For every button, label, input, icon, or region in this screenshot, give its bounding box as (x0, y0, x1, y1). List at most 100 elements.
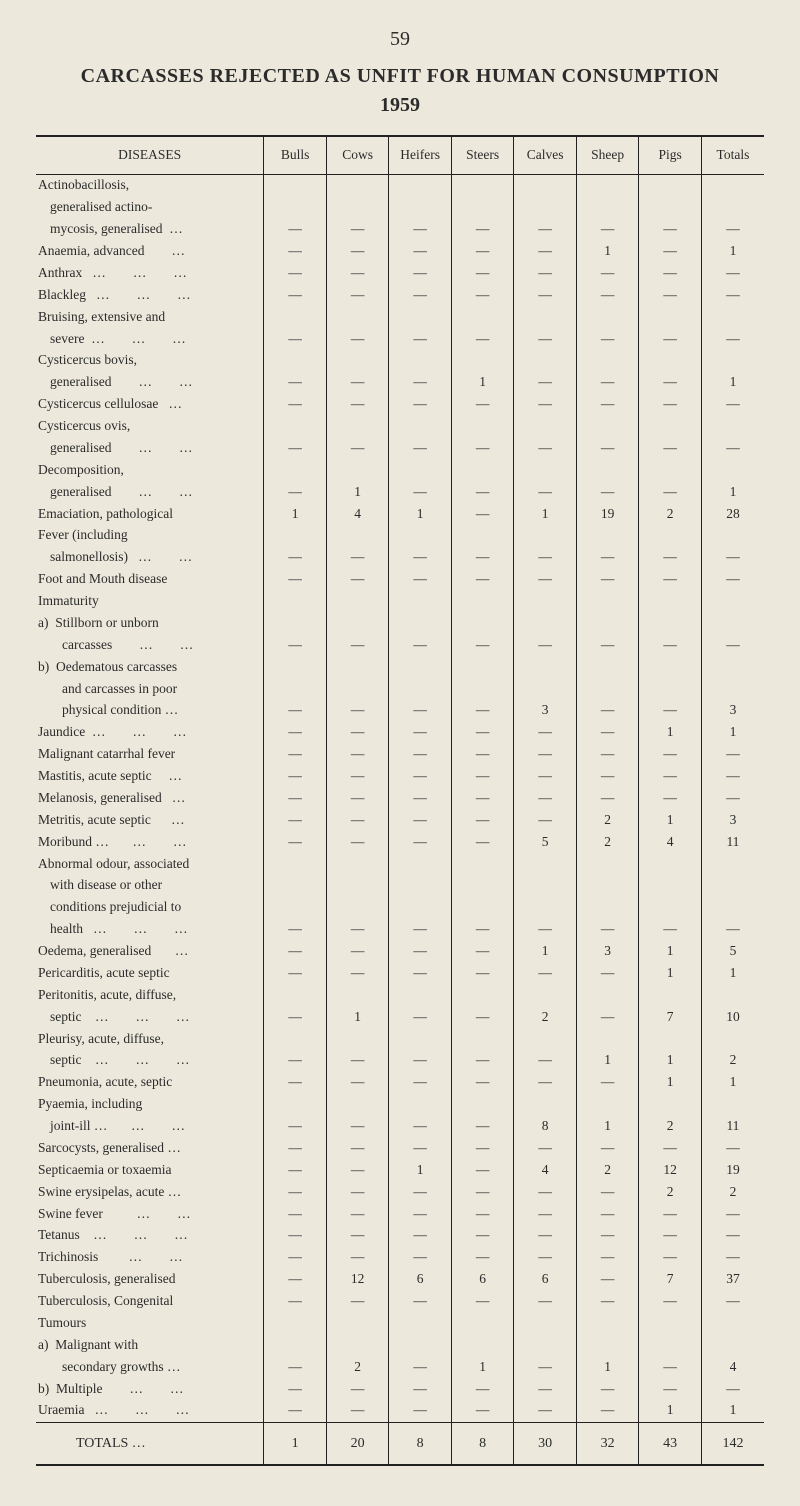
cell (389, 591, 452, 613)
cell: — (576, 1247, 639, 1269)
totals-grand: 142 (701, 1422, 764, 1465)
cell (326, 612, 389, 634)
cell (264, 1312, 327, 1334)
row-label: Anthrax … … … (36, 262, 264, 284)
cell: — (451, 547, 514, 569)
cell (639, 1334, 702, 1356)
cell: 7 (639, 1269, 702, 1291)
row-label: Uraemia … … … (36, 1400, 264, 1422)
table-row: Sarcocysts, generalised …———————— (36, 1137, 764, 1159)
cell: — (639, 569, 702, 591)
cell: 1 (701, 722, 764, 744)
table-body: Actinobacillosis,generalised actino-myco… (36, 174, 764, 1422)
table-row: Immaturity (36, 591, 764, 613)
cell: — (701, 1247, 764, 1269)
cell: — (576, 722, 639, 744)
cell (451, 853, 514, 875)
cell (451, 306, 514, 328)
cell: — (389, 481, 452, 503)
cell: 1 (639, 1072, 702, 1094)
cell (514, 1312, 577, 1334)
table-row: Bruising, extensive and (36, 306, 764, 328)
cell: — (639, 481, 702, 503)
cell: — (514, 569, 577, 591)
cell: — (639, 219, 702, 241)
cell (264, 612, 327, 634)
table-row: Malignant catarrhal fever———————— (36, 744, 764, 766)
table-row: Pneumonia, acute, septic——————11 (36, 1072, 764, 1094)
cell (576, 897, 639, 919)
cell: — (451, 919, 514, 941)
cell: — (264, 831, 327, 853)
table-row: generalised actino- (36, 197, 764, 219)
cell: — (264, 722, 327, 744)
row-label: generalised … … (36, 437, 264, 459)
cell (576, 416, 639, 438)
page-year: 1959 (36, 94, 764, 117)
cell: — (639, 1378, 702, 1400)
cell (264, 306, 327, 328)
cell: 2 (639, 1116, 702, 1138)
cell (514, 875, 577, 897)
row-label: Cysticercus cellulosae … (36, 394, 264, 416)
cell: — (451, 962, 514, 984)
cell: — (451, 1159, 514, 1181)
cell: — (264, 1181, 327, 1203)
cell: — (389, 1116, 452, 1138)
cell: — (576, 1072, 639, 1094)
cell (576, 984, 639, 1006)
cell: — (389, 547, 452, 569)
cell: — (451, 831, 514, 853)
cell: — (264, 547, 327, 569)
cell: — (264, 372, 327, 394)
col-header-diseases: DISEASES (36, 136, 264, 174)
cell (389, 656, 452, 678)
table-row: physical condition …————3——3 (36, 700, 764, 722)
cell: — (576, 1269, 639, 1291)
row-label: conditions prejudicial to (36, 897, 264, 919)
cell: — (514, 634, 577, 656)
cell (451, 1094, 514, 1116)
row-label: Trichinosis … … (36, 1247, 264, 1269)
table-row: Cysticercus ovis, (36, 416, 764, 438)
row-label: Foot and Mouth disease (36, 569, 264, 591)
cell: — (389, 766, 452, 788)
cell: — (326, 1116, 389, 1138)
cell: — (576, 372, 639, 394)
cell (326, 875, 389, 897)
cell (514, 1028, 577, 1050)
table-row: mycosis, generalised …———————— (36, 219, 764, 241)
cell: — (326, 1159, 389, 1181)
cell (326, 525, 389, 547)
cell (389, 306, 452, 328)
table-row: Peritonitis, acute, diffuse, (36, 984, 764, 1006)
cell (639, 678, 702, 700)
cell: — (451, 1203, 514, 1225)
cell: — (639, 284, 702, 306)
cell: — (451, 1181, 514, 1203)
cell: — (389, 328, 452, 350)
cell (701, 853, 764, 875)
row-label: septic … … … (36, 1006, 264, 1028)
cell (451, 174, 514, 196)
cell (451, 197, 514, 219)
cell (514, 1334, 577, 1356)
cell: — (326, 1400, 389, 1422)
table-row: Pericarditis, acute septic——————11 (36, 962, 764, 984)
cell: — (264, 1203, 327, 1225)
cell: 1 (576, 241, 639, 263)
cell: — (326, 219, 389, 241)
cell: — (576, 1225, 639, 1247)
cell: — (264, 1050, 327, 1072)
cell: — (576, 219, 639, 241)
cell: — (451, 569, 514, 591)
cell: — (264, 787, 327, 809)
cell: — (264, 1291, 327, 1313)
table-row: a) Stillborn or unborn (36, 612, 764, 634)
cell (701, 1028, 764, 1050)
cell: — (701, 394, 764, 416)
cell: — (389, 634, 452, 656)
cell: — (514, 744, 577, 766)
cell: — (451, 437, 514, 459)
cell: — (576, 1006, 639, 1028)
